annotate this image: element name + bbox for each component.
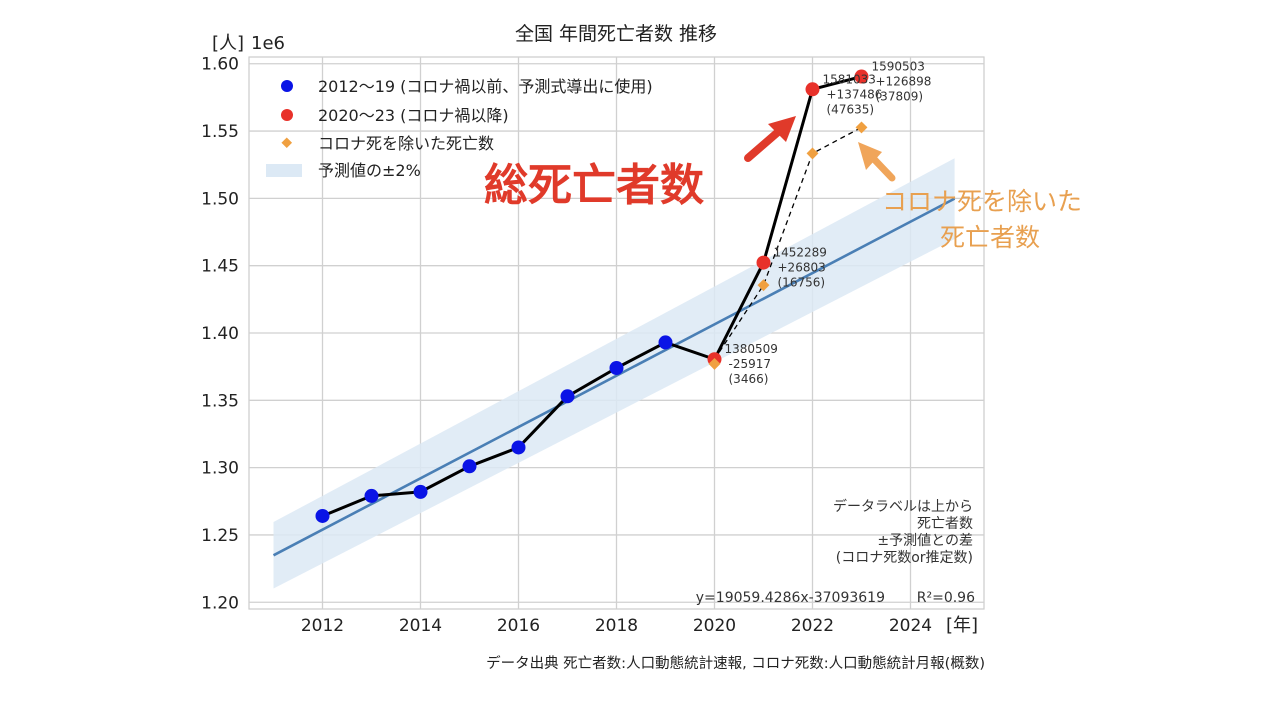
y-tick-label: 1.20 [201,593,239,613]
y-tick-label: 1.60 [201,55,239,75]
ticks: 2012 2014 2016 2018 2020 2022 2024 1.20 1.25 1.30… [201,55,932,636]
point-covid [805,82,820,97]
regression-equation: y=19059.4286x-37093619 [696,590,885,606]
markers [315,69,869,523]
legend-marker-excl-covid [281,137,293,149]
data-label-line: 1581033 [823,72,876,86]
annotation-excl-covid-line1: コロナ死を除いた [882,187,1082,216]
data-labels: 1380509 -25917 (3466)1452289 +26803 (16756)1… [725,60,932,387]
legend-marker-covid [281,109,293,121]
point-excl-covid [806,147,819,160]
data-label: 1452289 +26803 (16756) [774,246,827,290]
y-tick-label: 1.45 [201,257,239,277]
y-tick-label: 1.30 [201,459,239,479]
y-tick-label: 1.55 [201,122,239,142]
note-line-3: ±予測値との差 [877,533,973,549]
y-tick-label: 1.50 [201,189,239,209]
data-label-line: (47635) [827,102,875,116]
data-label: 1380509 -25917 (3466) [725,342,778,386]
x-tick-label: 2018 [595,616,638,636]
data-label-line: -25917 [729,357,772,371]
data-label-line: +26803 [778,261,826,275]
legend-marker-pre-covid [281,80,293,92]
annotation-total-deaths: 総死亡者数 [484,160,704,211]
x-tick-label: 2024 [889,616,932,636]
data-label-line: 1380509 [725,342,778,356]
note-line-4: (コロナ死数or推定数) [836,550,973,566]
point-pre-covid [364,488,379,503]
data-label-line: 1590503 [872,60,925,74]
legend-label-covid: 2020〜23 (コロナ禍以降) [318,106,509,125]
note-line-1: データラベルは上から [833,498,973,515]
data-label-line: (37809) [876,90,924,104]
y-tick-label: 1.40 [201,324,239,344]
point-pre-covid [315,508,330,523]
legend-label-band: 予測値の±2% [318,161,421,180]
arrow-excl-shaft [868,153,896,182]
data-label: 1581033 +137486 (47635) [823,72,883,116]
y-tick-label: 1.35 [201,391,239,411]
data-label: 1590503 +126898 (37809) [872,60,932,104]
point-pre-covid [413,484,428,499]
point-pre-covid [560,389,575,404]
y-tick-label: 1.25 [201,526,239,546]
note-block: データラベルは上から 死亡者数 ±予測値との差 (コロナ死数or推定数) y=1… [696,498,975,606]
note-line-2: 死亡者数 [917,516,973,532]
x-axis-unit: [年] [946,615,978,636]
x-tick-label: 2022 [791,616,834,636]
data-label-line: (3466) [729,372,769,386]
x-tick-label: 2014 [399,616,442,636]
point-covid [854,69,869,84]
data-label-line: (16756) [778,276,826,290]
legend-label-excl-covid: コロナ死を除いた死亡数 [318,134,494,153]
legend-marker-band [266,164,302,177]
data-label-line: +137486 [827,87,883,101]
series [321,75,862,518]
source-note: データ出典 死亡者数:人口動態統計速報, コロナ死数:人口動態統計月報(概数) [486,654,985,672]
r-squared: R²=0.96 [917,590,975,606]
point-pre-covid [609,361,624,376]
point-covid [756,255,771,270]
total-deaths-line [321,75,862,518]
y-axis-unit: [人] [212,33,244,54]
point-pre-covid [511,440,526,455]
arrow-total-shaft [744,128,782,162]
point-pre-covid [462,459,477,474]
annotation-excl-covid-line2: 死亡者数 [940,223,1040,252]
data-label-line: +126898 [876,75,932,89]
x-tick-label: 2016 [497,616,540,636]
legend-label-pre-covid: 2012〜19 (コロナ禍以前、予測式導出に使用) [318,77,653,96]
y-axis-scale: 1e6 [251,33,285,54]
x-tick-label: 2012 [301,616,344,636]
chart-title: 全国 年間死亡者数 推移 [515,23,717,45]
point-excl-covid [708,357,721,370]
data-label-line: 1452289 [774,246,827,260]
legend: 2012〜19 (コロナ禍以前、予測式導出に使用) 2020〜23 (コロナ禍以… [266,77,653,180]
arrow-excl-head [858,142,882,170]
x-tick-label: 2020 [693,616,736,636]
point-pre-covid [658,335,673,350]
arrow-total-head [768,116,796,142]
point-excl-covid [757,279,770,292]
